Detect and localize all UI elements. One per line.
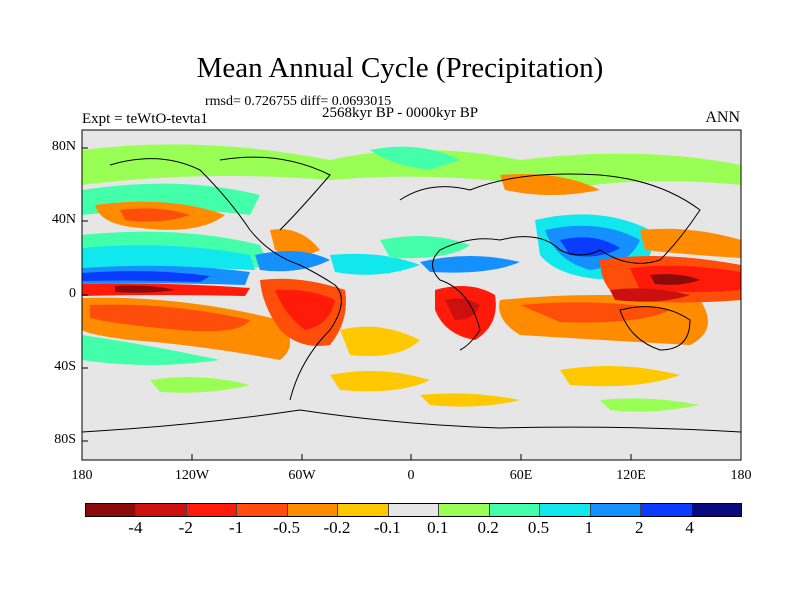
colorbar-swatch <box>590 504 642 516</box>
colorbar-label: 0.2 <box>477 518 499 537</box>
colorbar-swatch <box>186 504 238 516</box>
colorbar-swatch <box>287 504 339 516</box>
colorbar-swatch <box>540 504 591 516</box>
subtitle: 2568kyr BP - 0000kyr BP <box>322 105 479 121</box>
experiment-label: Expt = teWtO-tevta1 <box>82 111 208 127</box>
colorbar-swatch <box>86 504 137 516</box>
colorbar-swatch <box>641 504 692 516</box>
plot-title: Mean Annual Cycle (Precipitation) <box>196 52 604 84</box>
colorbar-swatch <box>237 504 288 516</box>
precipitation-field <box>82 130 741 460</box>
colorbar-label: 0.1 <box>427 518 449 537</box>
colorbar-label: 4 <box>685 518 694 537</box>
stats-text: rmsd= 0.726755 diff= 0.0693015 <box>205 94 392 109</box>
colorbar-swatch <box>489 504 541 516</box>
x-tick-label: 180 <box>730 468 752 483</box>
y-tick-label: 0 <box>69 286 76 301</box>
colorbar-swatch <box>338 504 389 516</box>
colorbar-swatch <box>388 504 440 516</box>
x-tick-label: 0 <box>407 468 415 483</box>
colorbar-swatch <box>439 504 490 516</box>
colorbar-label: -4 <box>128 518 143 537</box>
colorbar-swatch <box>136 504 187 516</box>
season-label: ANN <box>705 109 740 126</box>
x-tick-label: 120W <box>174 468 210 483</box>
x-tick-label: 120E <box>616 468 646 483</box>
colorbar-label: -0.2 <box>323 518 351 537</box>
x-tick-label: 60W <box>288 468 316 483</box>
colorbar <box>85 503 742 517</box>
y-tick-label: 40N <box>51 212 76 227</box>
coastlines <box>82 156 741 433</box>
y-tick-label: 40S <box>54 359 76 374</box>
axis-ticks <box>82 147 632 460</box>
colorbar-label: -0.5 <box>273 518 300 537</box>
colorbar-label: -2 <box>178 518 193 537</box>
x-tick-label: 180 <box>71 468 93 483</box>
colorbar-label: -1 <box>229 518 244 537</box>
x-tick-label: 60E <box>509 468 533 483</box>
y-tick-label: 80S <box>54 432 76 447</box>
colorbar-label: 1 <box>584 518 594 537</box>
colorbar-label: 2 <box>634 518 644 537</box>
colorbar-swatch <box>691 504 742 516</box>
colorbar-label: -0.1 <box>373 518 401 537</box>
colorbar-label: 0.5 <box>527 518 550 537</box>
y-tick-label: 80N <box>51 139 76 154</box>
